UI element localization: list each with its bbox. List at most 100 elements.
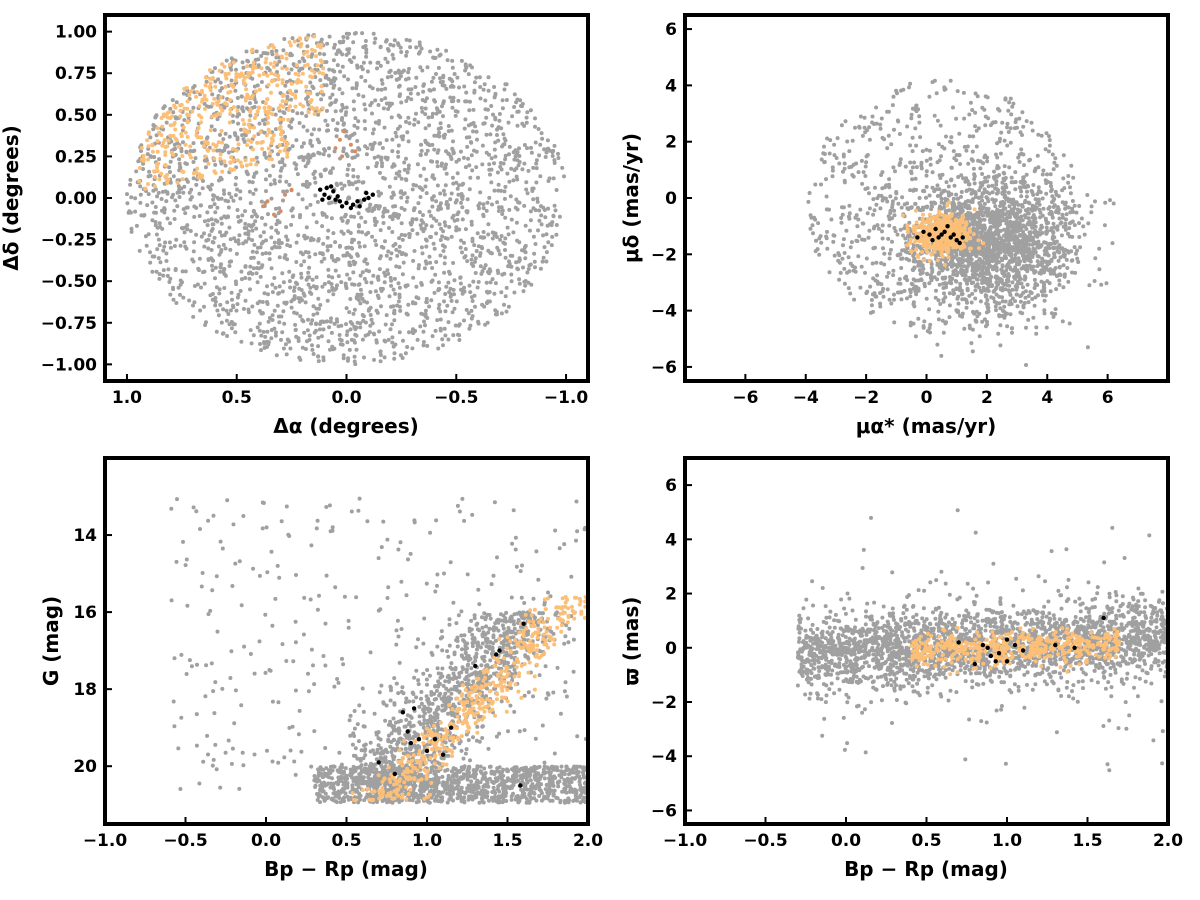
field-point <box>306 270 311 275</box>
field-point <box>542 147 547 152</box>
field-point <box>516 259 521 264</box>
field-point <box>383 56 388 61</box>
field-point <box>476 319 481 324</box>
field-point <box>327 201 332 206</box>
field-point <box>258 274 263 279</box>
field-point <box>304 225 309 230</box>
field-point <box>544 232 549 237</box>
field-point <box>242 139 247 144</box>
field-point <box>289 67 294 72</box>
field-point <box>1044 325 1049 330</box>
field-point <box>433 328 438 333</box>
members-point <box>224 76 229 81</box>
field-point <box>138 192 143 197</box>
field-point <box>185 223 190 228</box>
members-point <box>293 104 298 109</box>
field-point <box>151 127 156 132</box>
field-point <box>813 249 818 254</box>
field-point <box>335 128 340 132</box>
field-point <box>874 294 879 299</box>
field-point <box>924 184 929 189</box>
field-point <box>434 199 439 204</box>
field-point <box>524 115 529 120</box>
field-point <box>350 321 355 326</box>
field-point <box>356 298 361 302</box>
field-point <box>433 99 437 104</box>
field-point <box>470 253 475 258</box>
field-point <box>533 116 537 121</box>
field-point <box>233 88 238 93</box>
field-point <box>234 67 238 72</box>
field-point <box>1036 132 1041 137</box>
members-point <box>159 116 164 120</box>
members-point <box>288 88 292 93</box>
field-point <box>1005 125 1010 130</box>
field-point <box>267 68 272 73</box>
field-point <box>523 223 528 228</box>
field-point <box>380 161 384 166</box>
field-point <box>909 112 914 117</box>
field-point <box>344 134 349 139</box>
field-point <box>335 63 340 68</box>
field-point <box>191 105 196 110</box>
field-point <box>180 128 185 133</box>
field-point <box>320 224 325 229</box>
field-point <box>839 220 844 225</box>
members-point <box>216 99 221 104</box>
field-point <box>486 222 491 227</box>
field-point <box>1007 165 1012 170</box>
field-point <box>224 230 229 235</box>
field-point <box>1024 194 1029 199</box>
field-point <box>282 300 287 305</box>
field-point <box>392 276 397 281</box>
field-point <box>157 157 162 162</box>
field-point <box>232 236 237 241</box>
field-point <box>212 193 217 198</box>
field-point <box>181 295 186 300</box>
field-point <box>378 353 383 357</box>
members-point <box>277 117 282 122</box>
field-point <box>333 109 338 114</box>
field-point <box>311 304 316 309</box>
members-point <box>259 66 264 71</box>
field-point <box>1009 180 1014 185</box>
field-point <box>460 217 465 222</box>
field-point <box>206 246 211 251</box>
pm-points <box>806 78 1116 367</box>
field-point <box>902 202 907 207</box>
field-point <box>218 80 223 85</box>
field-point <box>464 90 469 95</box>
field-point <box>192 300 197 305</box>
field-point <box>244 226 249 231</box>
field-point <box>397 213 402 217</box>
field-point <box>191 249 196 254</box>
field-point <box>273 285 278 290</box>
field-point <box>233 193 238 198</box>
field-point <box>355 292 360 297</box>
members-point <box>157 130 161 135</box>
core-point <box>350 202 356 207</box>
field-point <box>885 146 890 151</box>
field-point <box>250 214 254 219</box>
field-point <box>288 78 293 83</box>
field-point <box>459 58 464 63</box>
field-point <box>880 236 885 241</box>
field-point <box>188 197 193 202</box>
field-point <box>379 98 384 102</box>
field-point <box>958 162 963 166</box>
field-point <box>215 205 220 210</box>
field-point <box>478 85 483 89</box>
field-point <box>905 296 909 301</box>
field-point <box>270 282 275 287</box>
field-point <box>299 111 304 116</box>
field-point <box>492 188 497 193</box>
members-point <box>226 71 231 76</box>
field-point <box>343 253 348 258</box>
field-point <box>1049 210 1054 215</box>
members-point <box>259 140 264 145</box>
field-point <box>1044 131 1049 136</box>
field-point <box>480 143 485 148</box>
field-point <box>351 270 356 275</box>
field-point <box>1004 221 1009 226</box>
field-point <box>306 317 310 322</box>
